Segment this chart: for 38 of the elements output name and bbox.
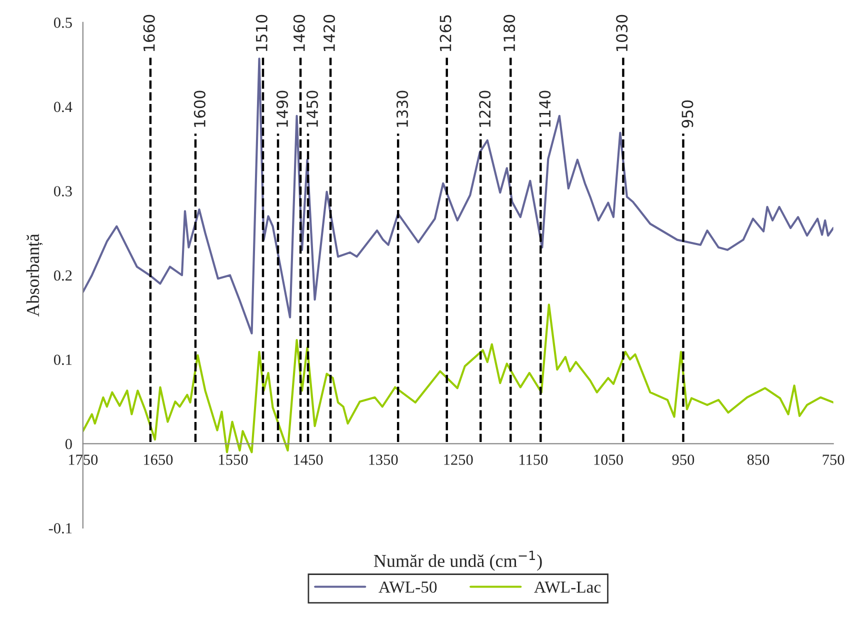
ref-line-label: 1265 <box>440 15 452 52</box>
x-tick-label: 1750 <box>68 454 98 465</box>
ref-line-label: 1660 <box>143 14 155 52</box>
legend-label: AWL-Lac <box>534 582 601 593</box>
x-tick-label: 750 <box>822 454 844 465</box>
y-tick-label: 0.2 <box>54 270 72 281</box>
legend-label: AWL-50 <box>378 582 437 593</box>
y-tick-label: 0.1 <box>54 354 72 365</box>
x-tick-label: 950 <box>672 454 694 465</box>
y-tick-label: 0 <box>65 438 72 450</box>
x-axis-title: Număr de undă (cm$^{−1}$) <box>374 550 542 571</box>
ref-line-label: 1180 <box>504 14 516 52</box>
x-tick-label: 1550 <box>219 454 248 465</box>
x-tick-label: 1650 <box>144 454 173 465</box>
line-series <box>82 58 834 334</box>
y-axis-title: Absorbanță <box>26 234 43 317</box>
ref-line-label: 1220 <box>479 90 491 127</box>
ref-line-label: 1140 <box>539 90 551 127</box>
x-tick-label: 1250 <box>444 454 473 465</box>
ref-line-label: 1450 <box>306 90 318 127</box>
y-tick-label: 0.5 <box>54 18 72 28</box>
line-series <box>82 304 834 454</box>
x-tick-label: 1050 <box>594 454 623 465</box>
ref-line-label: 950 <box>682 100 694 128</box>
y-tick-label: 0.4 <box>54 102 72 112</box>
ref-line-label: 1330 <box>396 90 408 127</box>
x-tick-label: 1350 <box>369 454 398 465</box>
ref-line-label: 1030 <box>616 14 628 52</box>
ref-line-label: 1510 <box>256 14 268 52</box>
y-tick-label: -0.1 <box>48 523 72 534</box>
x-tick-label: 850 <box>747 454 770 465</box>
ref-line-label: 1420 <box>323 14 335 52</box>
ref-line-label: 1490 <box>276 90 288 127</box>
ref-line-label: 1600 <box>194 90 206 127</box>
y-tick-label: 0.3 <box>54 186 72 196</box>
ref-line-label: 1460 <box>293 14 305 52</box>
x-tick-label: 1450 <box>294 454 323 465</box>
x-tick-label: 1150 <box>520 454 548 465</box>
